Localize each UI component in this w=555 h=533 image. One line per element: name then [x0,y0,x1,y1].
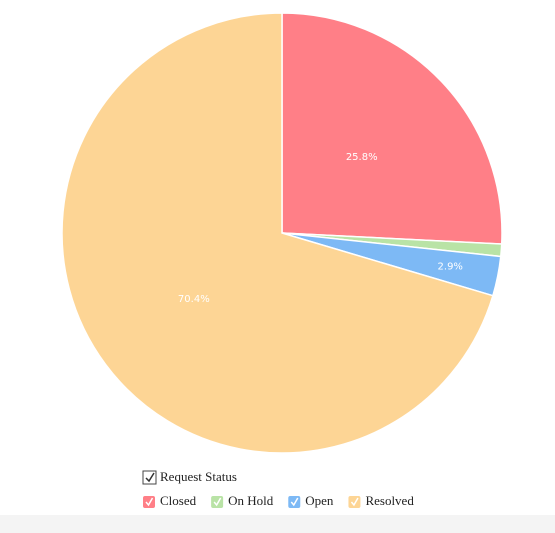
legend-swatch[interactable] [288,496,301,508]
legend-check [145,497,154,507]
legend-swatch[interactable] [348,496,361,508]
legend-check [350,497,359,507]
legend-swatch[interactable] [143,496,155,508]
legend-swatch[interactable] [211,496,224,508]
legend-label: Closed [160,493,197,508]
checkmark [145,472,155,483]
legend-label: Open [305,493,334,508]
legend-label: On Hold [228,493,274,508]
legend-title-checkbox[interactable] [142,470,157,485]
legend-title: Request Status [160,469,237,484]
legend-check [290,497,299,507]
pie-slice[interactable] [61,12,494,454]
slice-label: 70.4% [178,294,210,305]
slice-label: 25.8% [346,152,378,163]
pie-slice[interactable] [281,12,503,245]
legend-label: Resolved [365,493,414,508]
legend-check [213,497,222,507]
footer-band [0,515,555,533]
slice-label: 2.9% [438,262,463,273]
